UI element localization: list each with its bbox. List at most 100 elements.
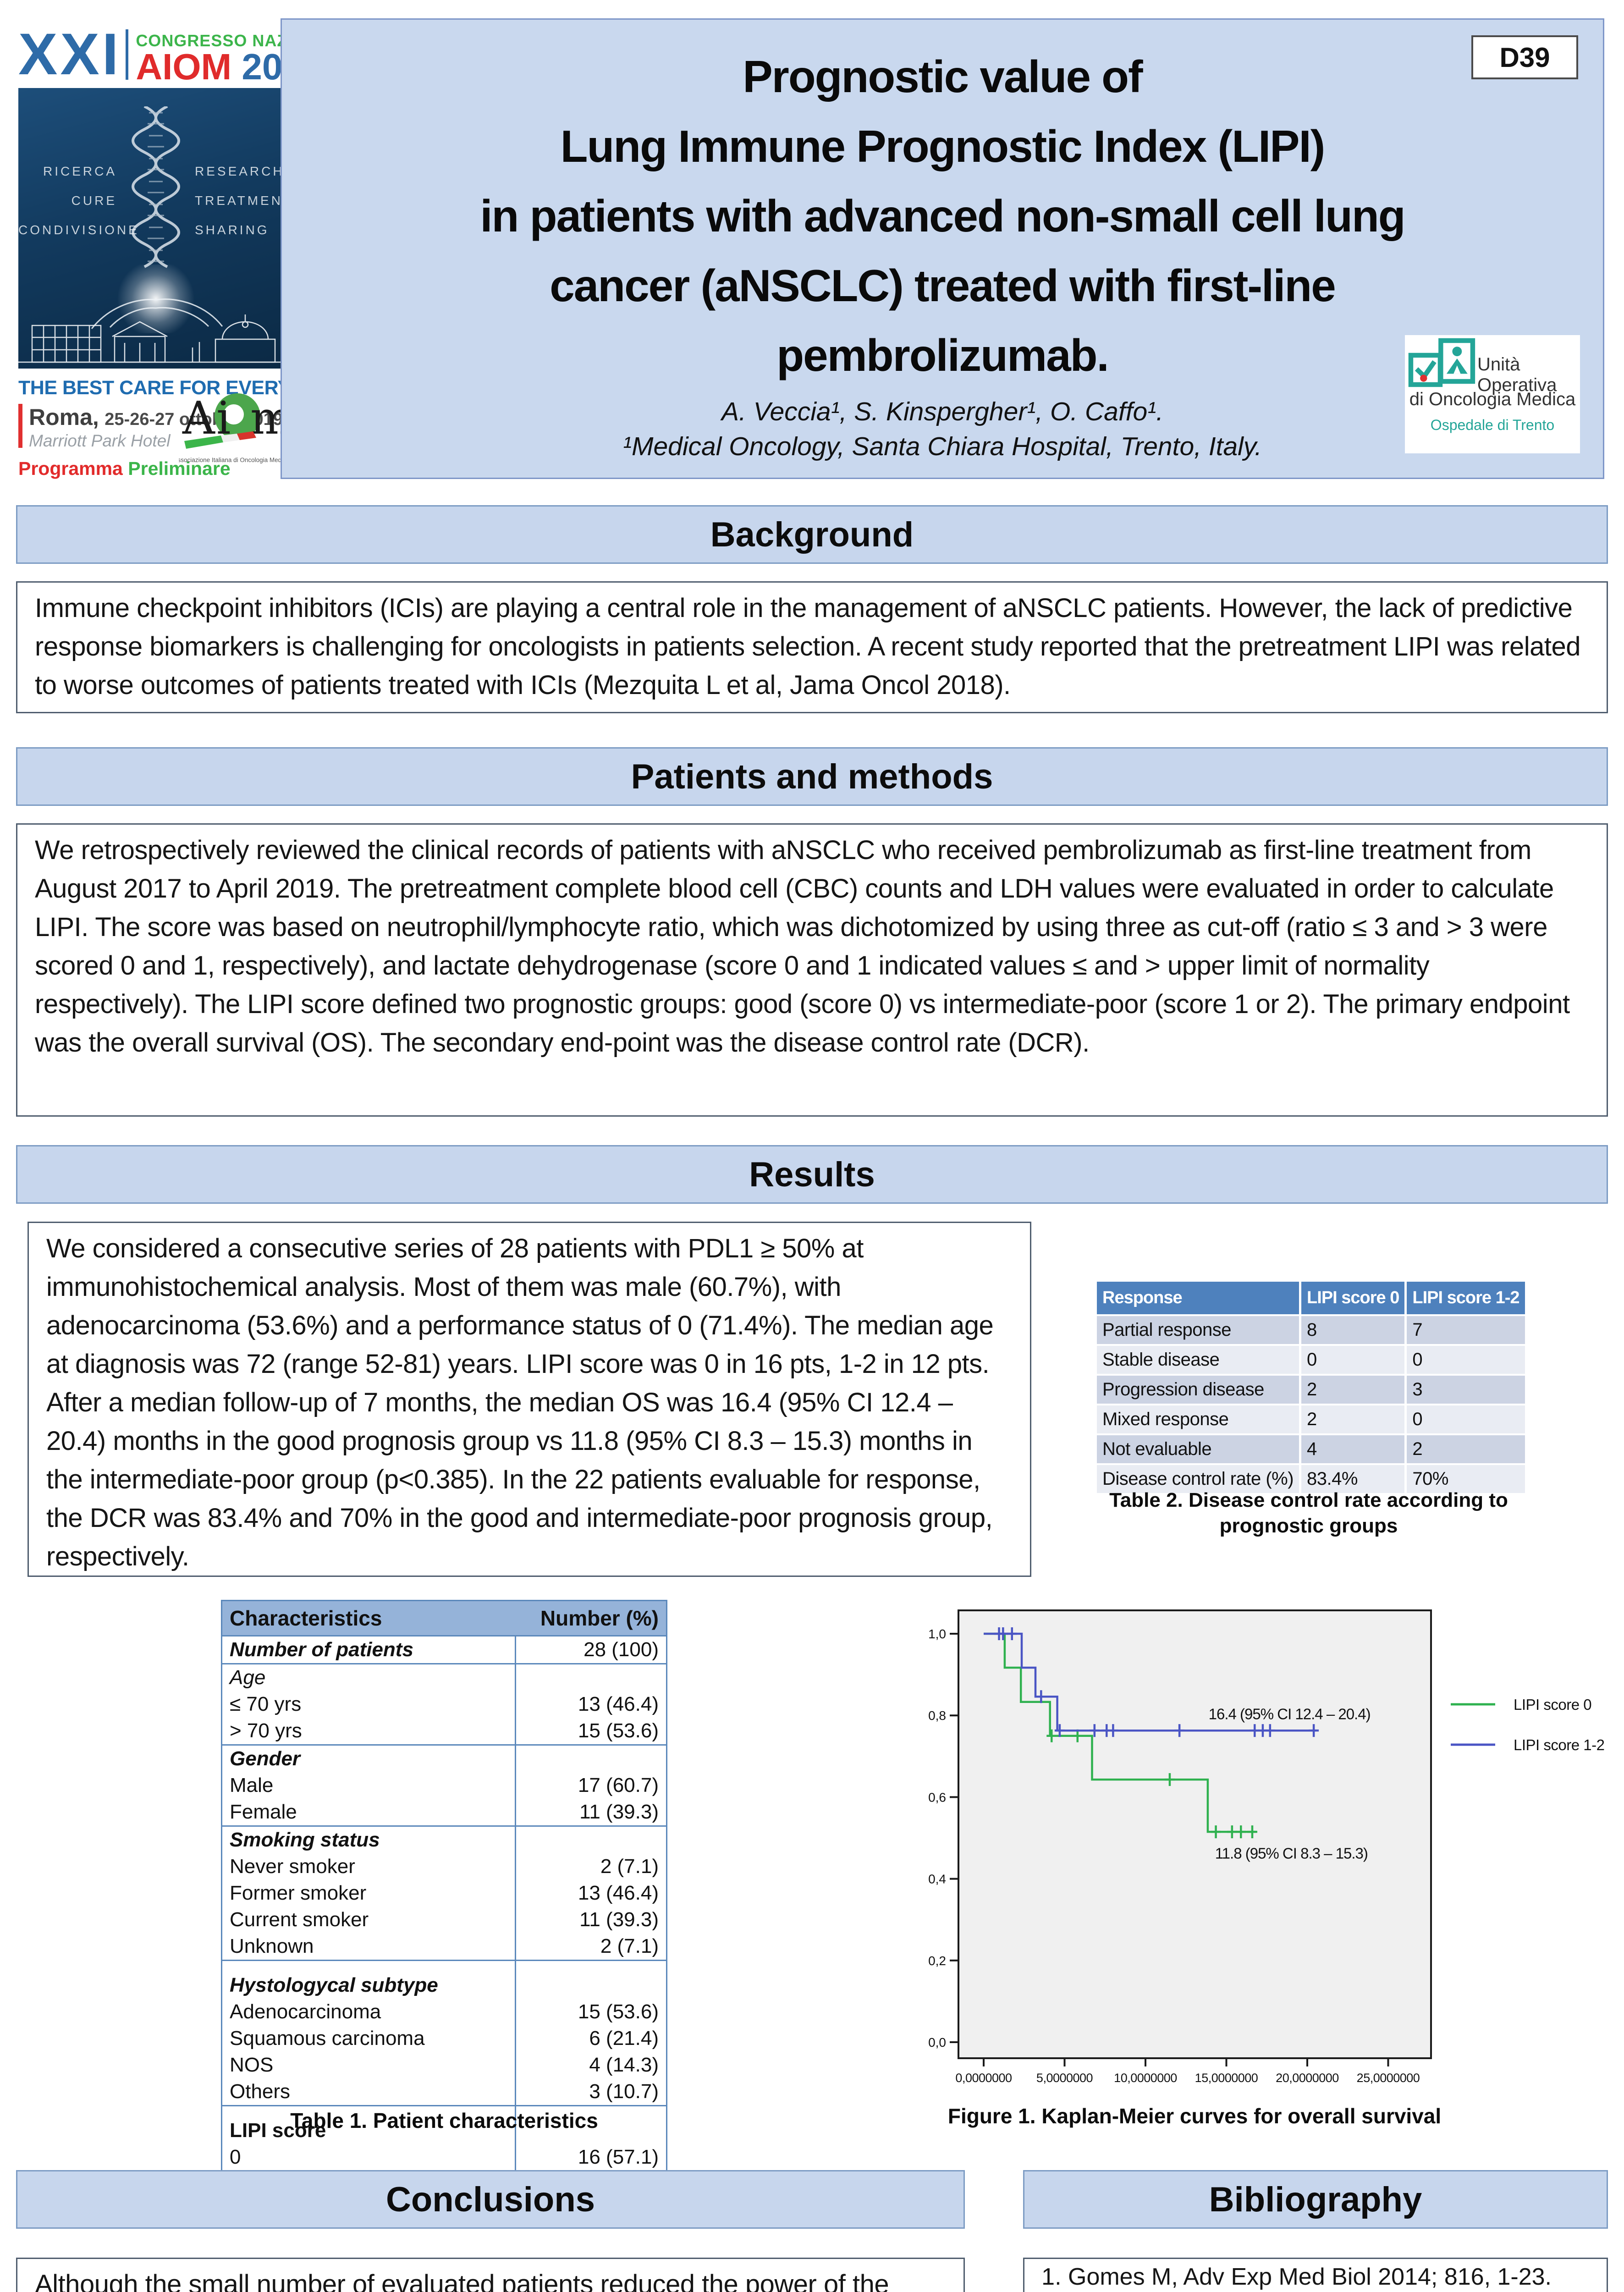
- table-row: Female 11 (39.3): [221, 1799, 667, 1827]
- congress-header: XXI CONGRESSO NAZIONALE AIOM 2019: [18, 25, 352, 85]
- table-cell: Disease control rate (%): [1097, 1465, 1299, 1493]
- characteristic-cell: Others: [221, 2078, 516, 2106]
- table2-disease-control-rate: Response LIPI score 0 LIPI score 1-2 Parti…: [1095, 1280, 1527, 1495]
- value-cell: 3 (10.7): [514, 2078, 667, 2106]
- poster-title-line: Prognostic value of: [743, 51, 1143, 102]
- value-cell: [514, 1960, 667, 1999]
- section-title: Background: [710, 515, 914, 554]
- table-cell: 83.4%: [1301, 1465, 1405, 1493]
- table-row: Others 3 (10.7): [221, 2078, 667, 2106]
- bibliography-text-box: Gomes M, Adv Exp Med Biol 2014; 816, 1-2…: [1023, 2258, 1608, 2292]
- dna-helix-icon: [132, 106, 180, 268]
- table-cell: 2: [1301, 1405, 1405, 1433]
- bibliography-list: Gomes M, Adv Exp Med Biol 2014; 816, 1-2…: [1068, 2264, 1593, 2292]
- hospital-line2: di Oncologia Medica: [1409, 389, 1576, 409]
- congress-logo-block: XXI CONGRESSO NAZIONALE AIOM 2019 RICERC…: [18, 25, 375, 486]
- characteristic-cell: Age: [230, 1666, 266, 1689]
- table-row: Current smoker 11 (39.3): [222, 1906, 667, 1933]
- table-row: Partial response 8 7: [1097, 1316, 1525, 1344]
- svg-text:LIPI score 1-2: LIPI score 1-2: [1514, 1736, 1604, 1753]
- table-row: NOS 4 (14.3): [222, 2052, 667, 2078]
- table-header-row: Response LIPI score 0 LIPI score 1-2: [1097, 1282, 1525, 1314]
- section-header-results: Results: [16, 1145, 1608, 1204]
- value-cell: [514, 1826, 667, 1853]
- svg-text:A: A: [182, 392, 215, 445]
- svg-text:1,0: 1,0: [928, 1627, 946, 1641]
- results-text-box: We considered a consecutive series of 28…: [28, 1222, 1031, 1577]
- value-cell: 28 (100): [514, 1636, 667, 1664]
- column-header: Characteristics: [221, 1600, 516, 1636]
- table-row: Stable disease 0 0: [1097, 1346, 1525, 1374]
- table-cell: 4: [1301, 1435, 1405, 1463]
- red-bar: [18, 404, 22, 448]
- table-row: Former smoker 13 (46.4): [222, 1880, 667, 1906]
- divider: [126, 29, 129, 80]
- characteristic-cell: ≤ 70 yrs: [230, 1693, 302, 1715]
- characteristic-cell: Number of patients: [221, 1636, 516, 1664]
- characteristic-cell: NOS: [230, 2054, 274, 2076]
- characteristic-cell: Unknown: [221, 1933, 516, 1961]
- svg-text:25,0000000: 25,0000000: [1357, 2071, 1420, 2085]
- table-cell: 0: [1407, 1346, 1525, 1374]
- section-title: Patients and methods: [631, 757, 993, 796]
- table-row: Male 17 (60.7): [222, 1772, 667, 1799]
- table2-caption: Table 2. Disease control rate according …: [1109, 1489, 1508, 1537]
- svg-text:16.4 (95% CI 12.4 – 20.4): 16.4 (95% CI 12.4 – 20.4): [1209, 1706, 1371, 1723]
- table-cell: Stable disease: [1097, 1346, 1299, 1374]
- table1-patient-characteristics: Characteristics Number (%) Number of pati…: [221, 1600, 667, 2198]
- table-cell: Progression disease: [1097, 1376, 1299, 1404]
- characteristic-cell: Hystologycal subtype: [230, 1974, 438, 1996]
- hand-icon: [91, 298, 223, 329]
- results-text: We considered a consecutive series of 28…: [46, 1234, 994, 1571]
- table-row: Smoking status: [222, 1826, 667, 1853]
- table-cell: Mixed response: [1097, 1405, 1299, 1433]
- value-cell: 6 (21.4): [514, 2025, 667, 2052]
- svg-text:0,2: 0,2: [928, 1954, 946, 1968]
- characteristic-cell: Gender: [230, 1747, 301, 1770]
- table-cell: 0: [1301, 1346, 1405, 1374]
- table-row: > 70 yrs 15 (53.6): [221, 1718, 667, 1746]
- poster-title-line: Lung Immune Prognostic Index (LIPI): [560, 121, 1326, 171]
- table-cell: 0: [1407, 1405, 1525, 1433]
- svg-text:0,6: 0,6: [928, 1790, 946, 1804]
- poster-number-badge: D39: [1471, 35, 1578, 79]
- characteristic-cell: LIPI score: [230, 2119, 326, 2142]
- characteristic-cell: > 70 yrs: [221, 1718, 516, 1746]
- characteristic-cell: Former smoker: [230, 1882, 367, 1904]
- table-cell: 7: [1407, 1316, 1525, 1344]
- table-cell: 2: [1407, 1435, 1525, 1463]
- table-row: LIPI score: [222, 2105, 667, 2144]
- methods-text: We retrospectively reviewed the clinical…: [35, 835, 1570, 1058]
- value-cell: 11 (39.3): [514, 1906, 667, 1933]
- table-row: Age: [222, 1664, 667, 1691]
- poster-word: CONDIVISIONE: [18, 223, 139, 237]
- hospital-line3: Ospedale di Trento: [1430, 417, 1555, 433]
- poster-title: Prognostic value of Lung Immune Prognosti…: [282, 42, 1603, 390]
- value-cell: 4 (14.3): [514, 2052, 667, 2078]
- section-header-methods: Patients and methods: [16, 747, 1608, 806]
- svg-text:0,0000000: 0,0000000: [955, 2071, 1012, 2085]
- table-row: Progression disease 2 3: [1097, 1376, 1525, 1404]
- table-row: Adenocarcinoma 15 (53.6): [222, 1999, 667, 2025]
- section-header-bibliography: Bibliography: [1023, 2170, 1608, 2229]
- table-row: Never smoker 2 (7.1): [222, 1853, 667, 1880]
- value-cell: 2 (7.1): [514, 1853, 667, 1880]
- poster-title-line: in patients with advanced non-small cell…: [480, 191, 1405, 241]
- svg-text:0,0: 0,0: [928, 2035, 946, 2050]
- background-text-box: Immune checkpoint inhibitors (ICIs) are …: [16, 581, 1608, 713]
- title-box: D39 Prognostic value of Lung Immune Progn…: [281, 18, 1604, 479]
- value-cell: 2 (7.1): [514, 1933, 667, 1961]
- column-header: Number (%): [515, 1600, 667, 1636]
- table-row: Mixed response 2 0: [1097, 1405, 1525, 1433]
- characteristic-cell: Adenocarcinoma: [230, 2000, 381, 2023]
- methods-text-box: We retrospectively reviewed the clinical…: [16, 823, 1608, 1117]
- conclusions-text-box: Although the small number of evaluated p…: [16, 2258, 965, 2292]
- authors: A. Veccia¹, S. Kinspergher¹, O. Caffo¹.: [721, 397, 1164, 426]
- svg-text:20,0000000: 20,0000000: [1276, 2071, 1339, 2085]
- oncology-unit-icon: [1408, 338, 1475, 387]
- aiom-caption: Associazione Italiana di Oncologia Medic…: [179, 457, 284, 463]
- table-row: Unknown 2 (7.1): [221, 1933, 667, 1961]
- svg-text:5,0000000: 5,0000000: [1036, 2071, 1093, 2085]
- section-title: Bibliography: [1209, 2180, 1422, 2219]
